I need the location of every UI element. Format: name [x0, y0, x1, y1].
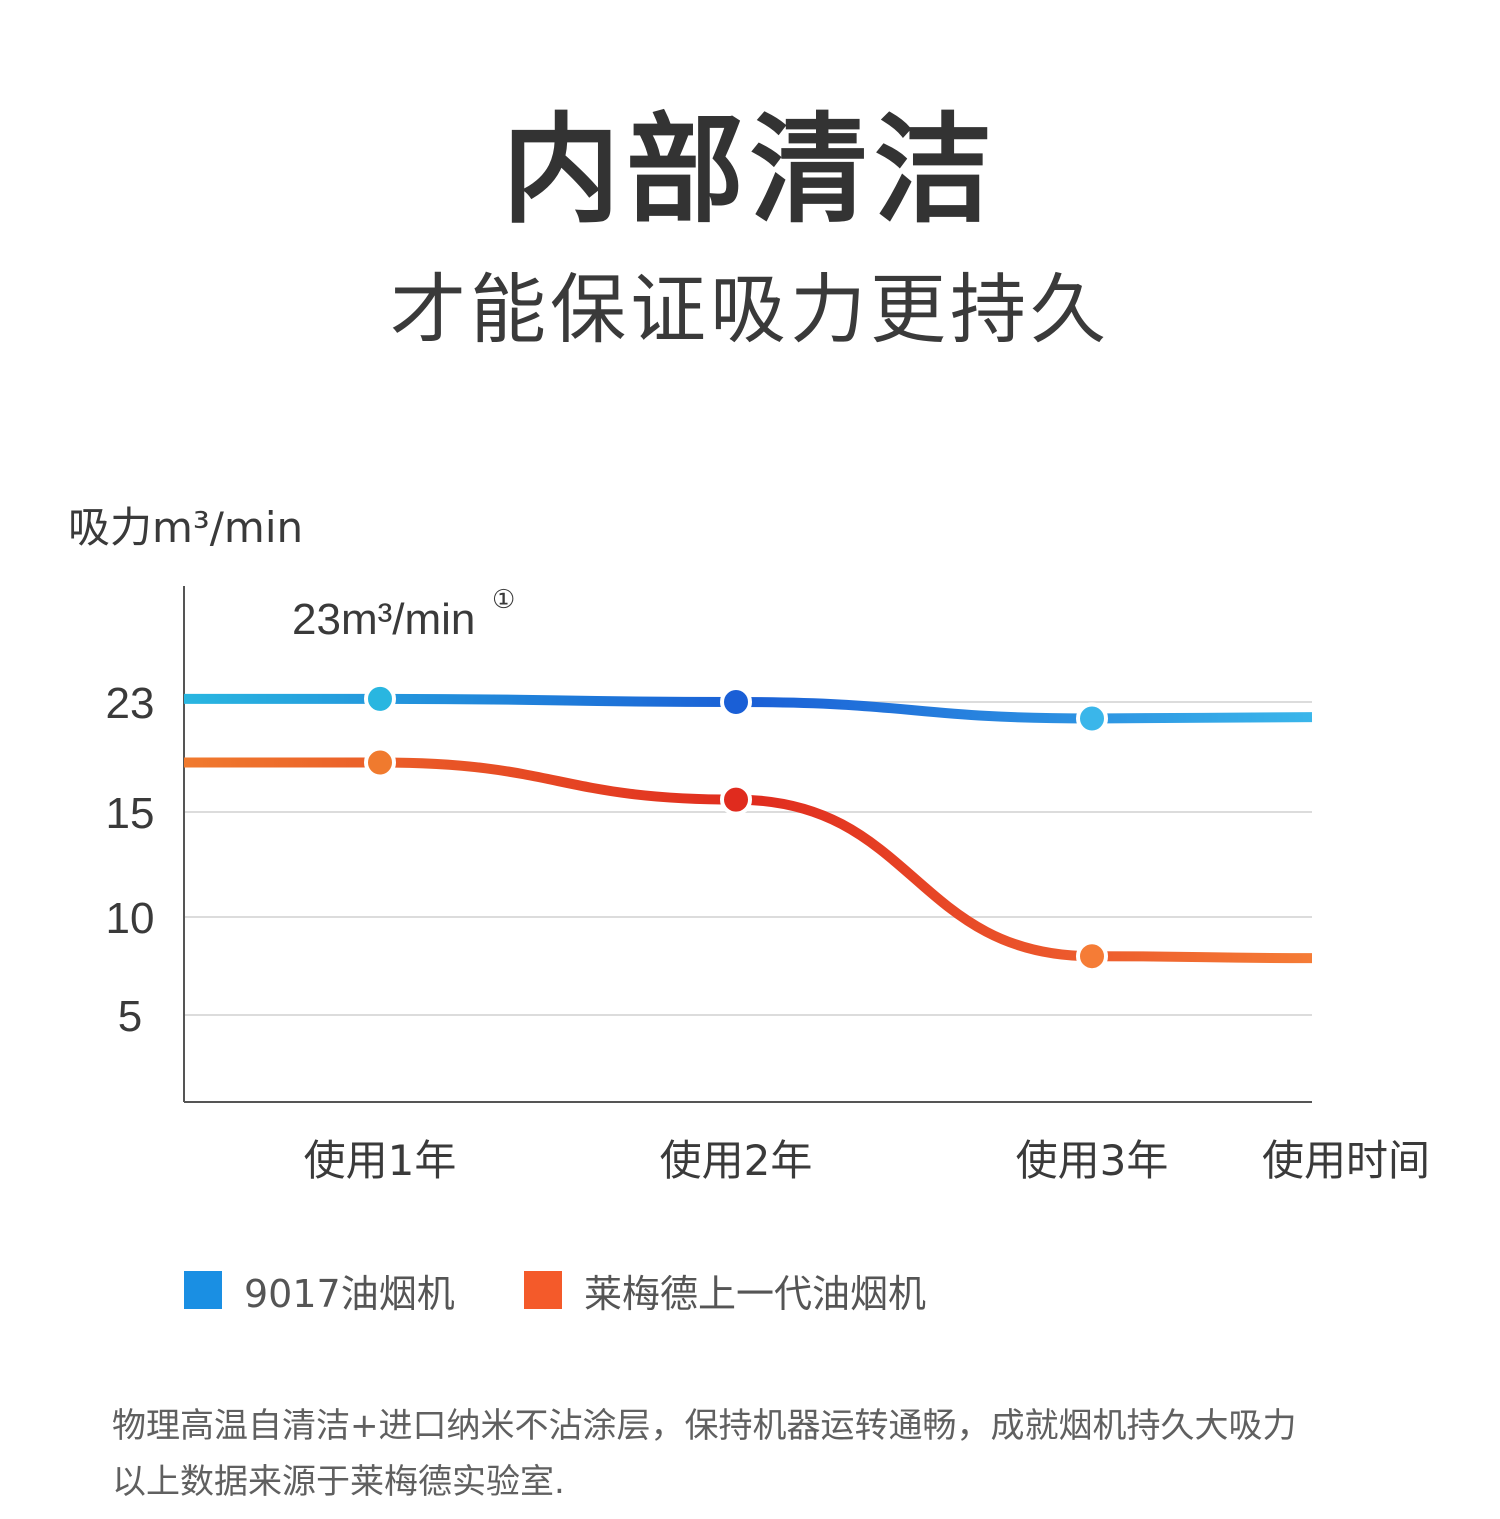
footnote-line-1: 物理高温自清洁+进口纳米不沾涂层，保持机器运转通畅，成就烟机持久大吸力	[112, 1406, 1297, 1446]
footnote: 物理高温自清洁+进口纳米不沾涂层，保持机器运转通畅，成就烟机持久大吸力 以上数据…	[112, 1398, 1432, 1510]
page-title: 内部清洁	[501, 101, 998, 239]
peak-annotation: 23m³/min	[292, 595, 475, 644]
legend-item-9017: 9017油烟机	[184, 1266, 455, 1316]
page-subtitle: 才能保证吸力更持久	[390, 265, 1110, 354]
series-line-2	[183, 757, 1313, 964]
y-tick-label-23: 23	[106, 679, 155, 728]
footnote-line-2: 以上数据来源于莱梅德实验室.	[112, 1462, 565, 1502]
series-1-point-3	[1076, 702, 1108, 735]
series-2-point-3	[1076, 940, 1108, 973]
series-2-point-2	[720, 783, 752, 816]
legend-swatch-orange	[524, 1271, 562, 1309]
legend-label-9017: 9017油烟机	[244, 1271, 455, 1316]
series-1-point-1	[364, 682, 396, 715]
series-2-point-1	[364, 746, 396, 779]
suction-line-chart: 23 15 10 5 吸力m³/min 使用1年 使用2年 使用3年 使用时间 23m³/min ①	[68, 503, 1430, 1185]
legend-item-previous-gen: 莱梅德上一代油烟机	[524, 1266, 926, 1316]
y-tick-label-15: 15	[106, 789, 155, 838]
annotation-footnote-mark: ①	[492, 585, 515, 615]
y-axis-label: 吸力m³/min	[68, 503, 303, 552]
legend-label-previous-gen: 莱梅德上一代油烟机	[584, 1271, 927, 1316]
legend-swatch-blue	[184, 1271, 222, 1309]
y-tick-label-5: 5	[118, 992, 142, 1041]
x-tick-label-1: 使用1年	[304, 1136, 457, 1185]
x-axis-label: 使用时间	[1262, 1136, 1430, 1185]
x-tick-label-3: 使用3年	[1016, 1136, 1169, 1185]
x-tick-label-2: 使用2年	[660, 1136, 813, 1185]
series-1-point-2	[720, 686, 752, 718]
y-tick-label-10: 10	[106, 894, 155, 943]
